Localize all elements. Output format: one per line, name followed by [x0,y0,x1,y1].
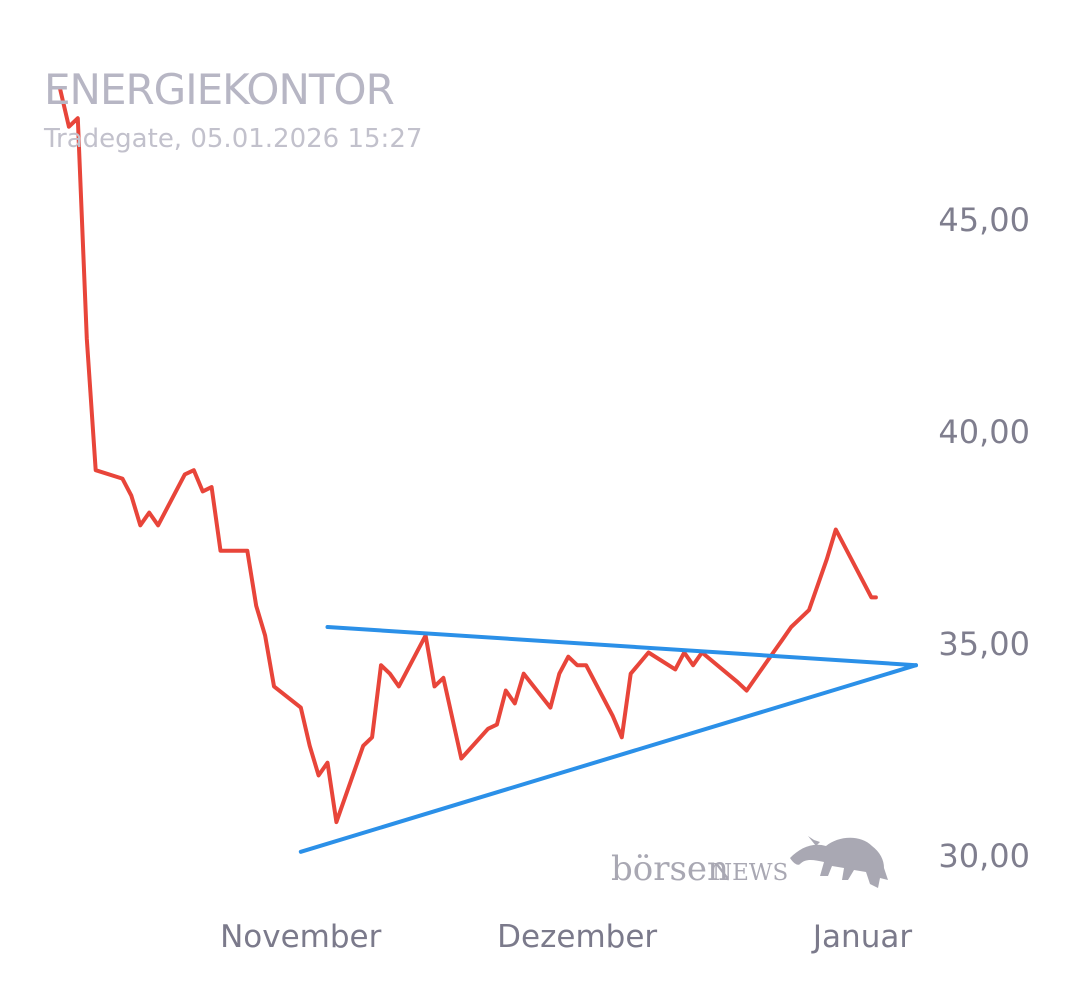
logo-text-main: börsen [611,849,729,889]
y-tick-label: 45,00 [938,201,1030,239]
x-tick-label: November [220,919,382,955]
logo-text-news: NEWS [712,860,788,886]
y-tick-label: 30,00 [938,837,1030,875]
upper-trendline [325,625,918,668]
boersennews-logo: börsen NEWS [611,836,888,889]
y-tick-label: 40,00 [938,413,1030,451]
lower-trendline [298,663,918,854]
chart-subtitle: Tradegate, 05.01.2026 15:27 [43,124,422,154]
x-tick-label: Januar [811,919,912,955]
chart-title: ENERGIEKONTOR [44,65,394,114]
price-line [58,86,878,825]
x-tick-label: Dezember [497,919,657,955]
bull-icon [790,836,888,888]
y-tick-label: 35,00 [938,625,1030,663]
